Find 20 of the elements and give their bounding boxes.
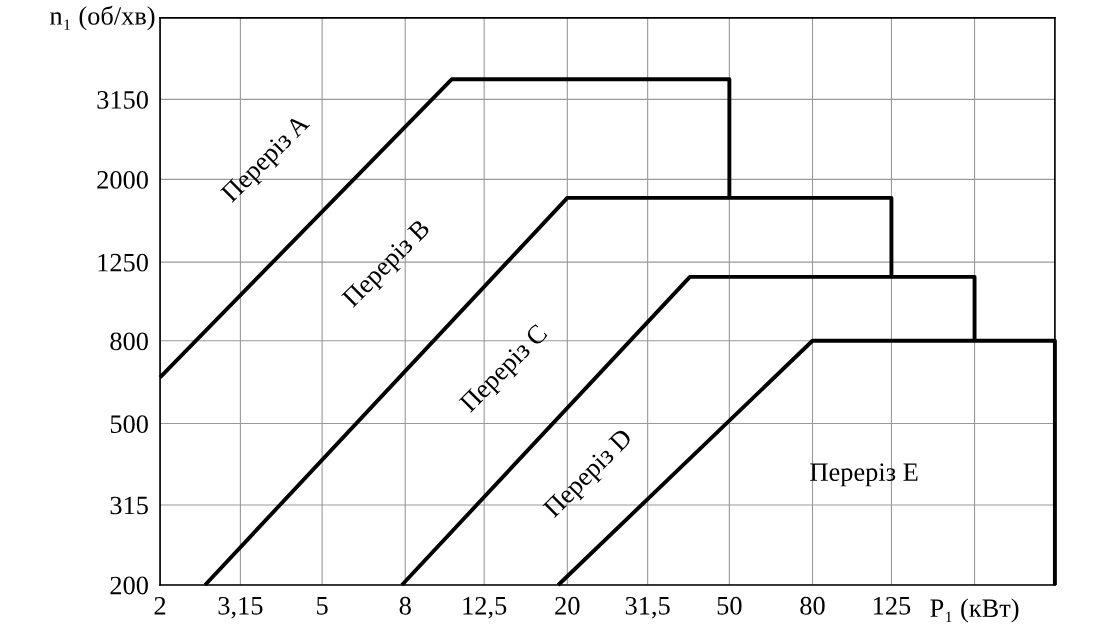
- x-tick-label: 31,5: [625, 596, 670, 619]
- y-tick-label: 1250: [98, 253, 148, 272]
- y-tick-label: 500: [110, 415, 148, 433]
- x-axis-title: P₁ (кВт): [930, 598, 1019, 623]
- x-tick-label: 12,5: [463, 596, 507, 619]
- x-tick-label: 2: [154, 596, 166, 615]
- y-tick-label: 315: [110, 496, 148, 515]
- x-tick-label: 8: [399, 596, 411, 615]
- x-tick-label: 80: [800, 596, 825, 615]
- x-tick-label: 3,15: [218, 596, 263, 619]
- x-tick-label: 50: [717, 596, 742, 615]
- y-tick-label: 2000: [97, 170, 148, 189]
- y-tick-label: 800: [110, 332, 148, 351]
- y-axis-title: n₁ (об/хв): [50, 5, 155, 31]
- annotation: Переріз E: [810, 463, 918, 487]
- y-tick-label: 3150: [97, 90, 148, 109]
- x-tick-label: 20: [555, 596, 580, 615]
- x-tick-label: 125: [873, 596, 911, 615]
- x-tick-label: 5: [317, 597, 328, 615]
- y-tick-label: 200: [110, 576, 148, 595]
